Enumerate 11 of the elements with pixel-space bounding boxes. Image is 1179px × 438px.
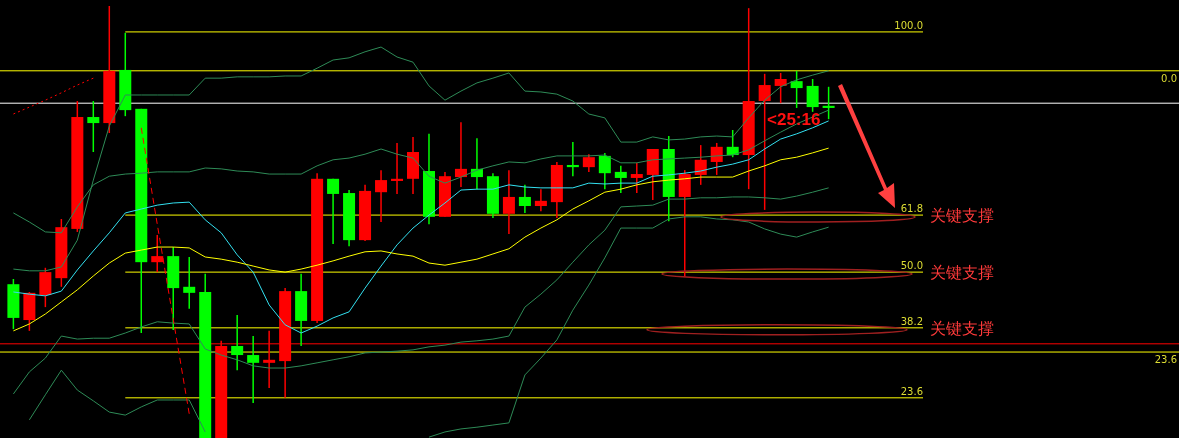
annotation: 23.6 — [1154, 354, 1177, 366]
annotation: 61.8 — [900, 203, 923, 215]
annotation: 50.0 — [900, 260, 923, 272]
annotation: 23.6 — [900, 385, 923, 397]
annotation: 38.2 — [900, 315, 923, 327]
text: 关键支撑 — [930, 263, 994, 283]
annotation: <25:16 — [767, 110, 821, 129]
annotation: 0.0 — [1161, 72, 1177, 84]
text: 关键支撑 — [930, 318, 994, 338]
annotation: 100.0 — [894, 19, 923, 31]
text: 关键支撑 — [930, 206, 994, 226]
